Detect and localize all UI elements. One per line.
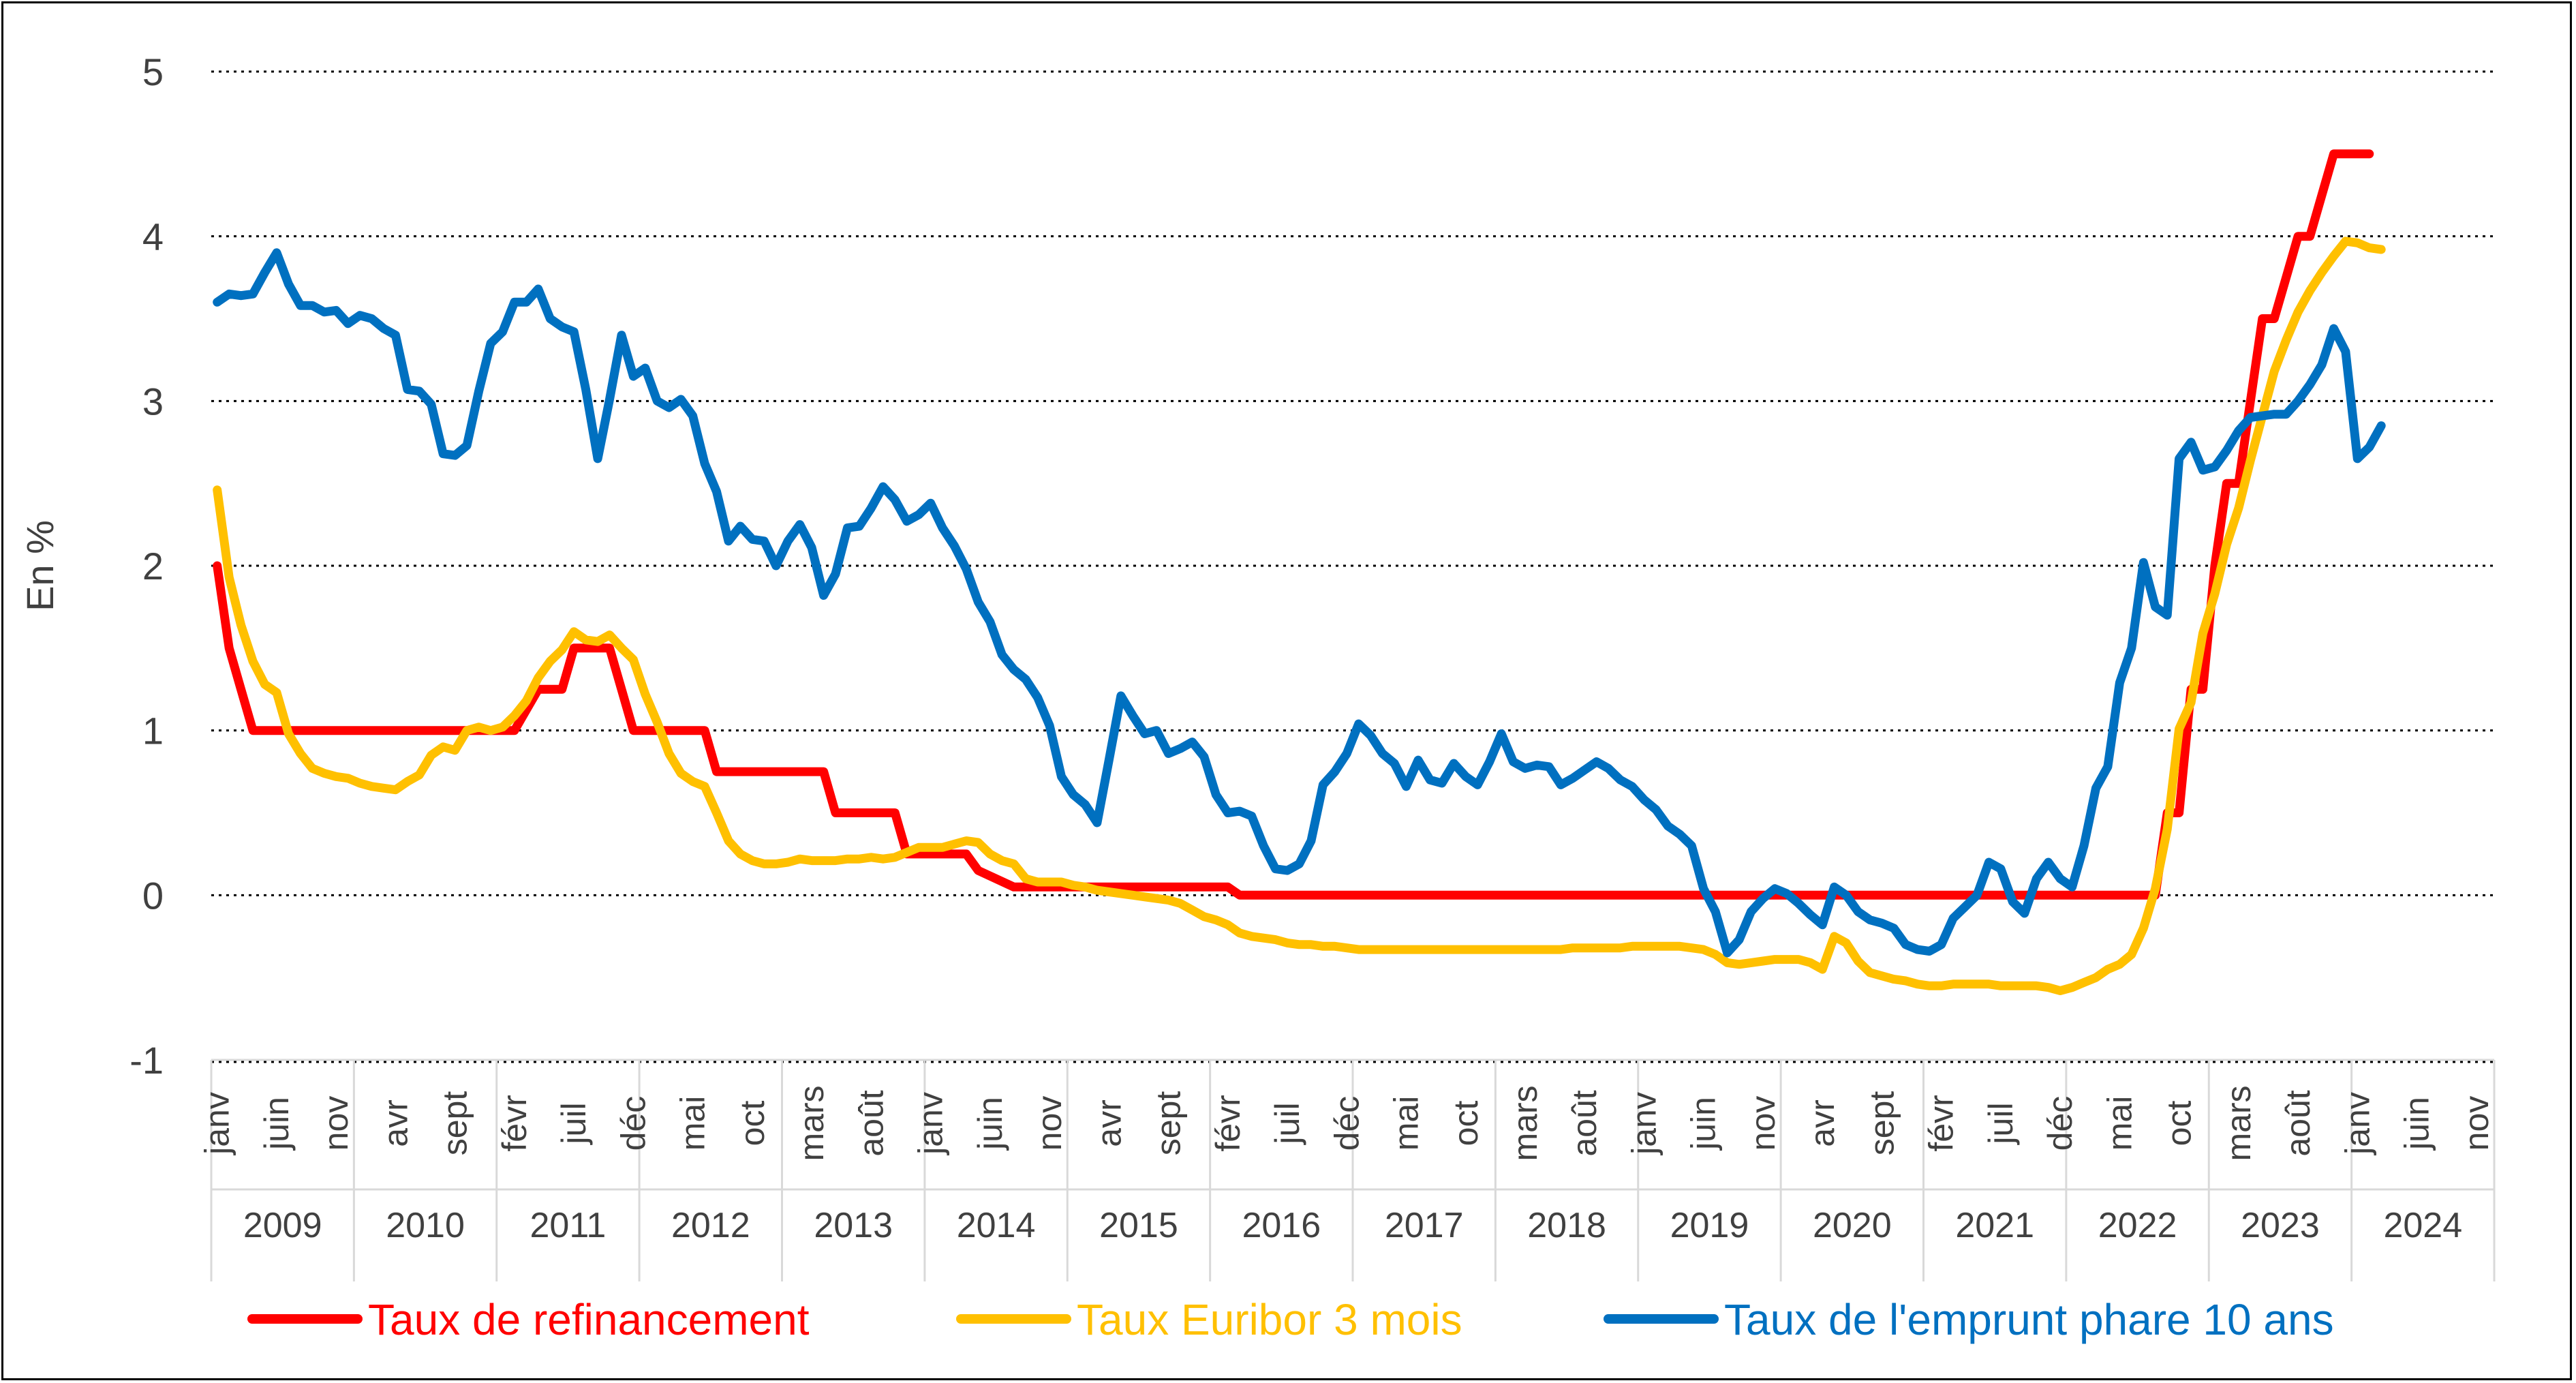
x-month-label: août [2279, 1090, 2317, 1156]
x-year-label: 2022 [2098, 1206, 2177, 1245]
x-month-label: mai [674, 1096, 712, 1151]
data-series [213, 149, 2386, 995]
x-month-label: nov [1744, 1096, 1782, 1151]
x-year-label: 2011 [530, 1206, 607, 1245]
x-year-label: 2017 [1385, 1206, 1464, 1245]
y-tick-label: 0 [142, 874, 164, 917]
x-year-label: 2012 [671, 1206, 750, 1245]
x-year-label: 2013 [814, 1206, 893, 1245]
x-month-label: juin [258, 1097, 296, 1151]
x-month-label: mai [2100, 1096, 2138, 1151]
x-month-label: août [1565, 1090, 1604, 1156]
legend-label: Taux Euribor 3 mois [1077, 1295, 1462, 1344]
x-month-label: févr [1209, 1095, 1247, 1151]
x-month-label: juin [971, 1097, 1009, 1151]
x-month-label: juil [1268, 1102, 1306, 1145]
x-month-label: avr [1090, 1099, 1128, 1146]
y-tick-label: 2 [142, 545, 164, 588]
x-year-label: 2009 [243, 1206, 322, 1245]
x-month-label: déc [614, 1096, 652, 1151]
x-month-label: nov [1030, 1096, 1069, 1151]
y-tick-label: 3 [142, 380, 164, 423]
x-year-label: 2015 [1099, 1206, 1178, 1245]
x-month-label: févr [495, 1095, 534, 1151]
x-month-label: mars [793, 1085, 831, 1161]
x-year-label: 2010 [386, 1206, 465, 1245]
x-year-label: 2021 [1955, 1206, 2034, 1245]
x-month-label: juin [2398, 1097, 2436, 1151]
x-month-label: janv [1625, 1092, 1663, 1156]
x-year-label: 2020 [1813, 1206, 1892, 1245]
axes [210, 1059, 2496, 1281]
y-tick-label: 5 [142, 50, 164, 93]
x-month-label: janv [912, 1092, 950, 1156]
x-month-label: sept [436, 1091, 474, 1156]
x-month-label: mars [2220, 1085, 2258, 1161]
legend-label: Taux de refinancement [368, 1295, 810, 1344]
x-year-label: 2023 [2241, 1206, 2320, 1245]
y-tick-label: 4 [142, 215, 164, 258]
series-line-2 [213, 237, 2386, 995]
y-tick-labels: 5 4 3 2 1 0 -1 [129, 50, 164, 1082]
y-tick-label: -1 [129, 1039, 164, 1082]
x-axis-ticks: janv juin nov avr sept févr juil déc mai oct mars a… [198, 1085, 2496, 1245]
x-month-label: déc [1328, 1096, 1366, 1151]
x-month-label: juil [1982, 1102, 2020, 1145]
x-month-label: mai [1387, 1096, 1426, 1151]
x-month-label: janv [2338, 1092, 2376, 1156]
x-month-label: oct [2160, 1101, 2198, 1146]
x-month-label: sept [1150, 1091, 1188, 1156]
x-year-label: 2018 [1527, 1206, 1606, 1245]
x-month-label: juin [1685, 1097, 1723, 1151]
legend: Taux de refinancement Taux Euribor 3 mois… [247, 1295, 2334, 1344]
x-month-label: mars [1506, 1085, 1544, 1161]
x-year-label: 2024 [2383, 1206, 2462, 1245]
y-tick-label: 1 [142, 710, 164, 753]
x-month-label: sept [1862, 1091, 1901, 1156]
x-month-label: août [852, 1090, 890, 1156]
series-line-3 [213, 248, 2386, 958]
x-month-label: nov [2457, 1096, 2496, 1151]
x-month-label: nov [317, 1096, 355, 1151]
x-month-label: avr [376, 1099, 414, 1146]
legend-label: Taux de l'emprunt phare 10 ans [1724, 1295, 2334, 1344]
x-month-label: févr [1922, 1095, 1961, 1151]
x-year-label: 2014 [957, 1206, 1036, 1245]
series-line-1 [213, 149, 2374, 900]
x-month-label: avr [1803, 1099, 1841, 1146]
x-month-label: janv [198, 1092, 236, 1156]
x-month-label: oct [1447, 1101, 1485, 1146]
x-year-label: 2016 [1242, 1206, 1321, 1245]
x-month-label: oct [733, 1101, 771, 1146]
x-month-label: juil [555, 1102, 593, 1145]
x-year-label: 2019 [1670, 1206, 1749, 1245]
x-month-label: déc [2041, 1096, 2079, 1151]
y-axis-label: En % [18, 520, 61, 611]
